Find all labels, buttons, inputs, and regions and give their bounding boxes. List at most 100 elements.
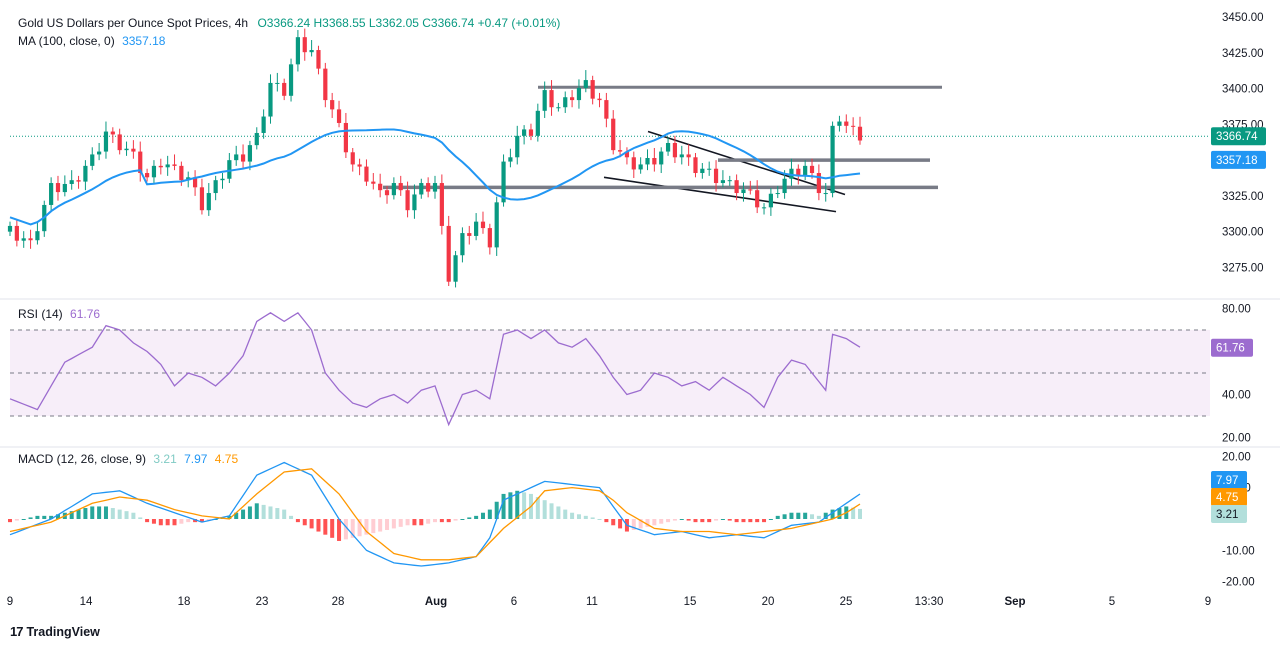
candle-body (282, 82, 287, 96)
time-axis-label: 28 (332, 596, 345, 608)
time-axis-label: Aug (425, 596, 447, 608)
macd-hist-bar (151, 519, 156, 524)
macd-hist-bar (590, 517, 595, 519)
macd-hist-bar (501, 493, 506, 519)
candle-body (165, 164, 170, 168)
last-price-badge: 3366.74 (1216, 131, 1258, 143)
macd-hist-bar (241, 509, 246, 519)
candle-body (755, 190, 760, 208)
candle-body (391, 183, 396, 196)
macd-hist-bar (83, 508, 88, 519)
macd-hist-bar (419, 519, 424, 526)
macd-badge: 4.75 (1216, 492, 1238, 504)
candle-body (556, 107, 561, 109)
candle-body (522, 129, 527, 136)
symbol-legend: Gold US Dollars per Ounce Spot Prices, 4… (18, 16, 560, 30)
candle-body (179, 165, 184, 181)
macd-hist-bar (433, 519, 437, 523)
macd-hist-bar (302, 519, 307, 526)
tradingview-logo[interactable]: 17 TradingView (10, 624, 100, 639)
candle-body (364, 166, 369, 182)
macd-hist-bar (576, 514, 581, 519)
macd-hist-bar (837, 508, 842, 519)
candle-body (330, 100, 335, 110)
candle-body (501, 161, 506, 203)
candle-body (837, 121, 842, 126)
macd-legend: MACD (12, 26, close, 9) 3.21 7.97 4.75 (18, 452, 238, 466)
candle-body (199, 187, 205, 211)
macd-hist-bar (289, 515, 294, 519)
candle-body (672, 142, 678, 158)
macd-hist-bar (199, 519, 204, 523)
macd-hist-bar (467, 517, 472, 519)
candle-body (734, 180, 739, 194)
candle-body (343, 122, 348, 153)
price-tick-label: 3400.00 (1222, 84, 1264, 96)
macd-hist-bar (480, 512, 485, 519)
price-tick-label: 3300.00 (1222, 227, 1264, 239)
candle-body (782, 178, 787, 194)
macd-hist-bar (755, 519, 760, 523)
macd-hist-bar (385, 519, 390, 530)
macd-tick-label: -20.00 (1222, 577, 1255, 589)
macd-hist-bar (542, 500, 547, 519)
candle-body (576, 87, 582, 101)
rsi-legend: RSI (14) 61.76 (18, 307, 100, 321)
candle-body (336, 109, 342, 123)
macd-hist-bar (268, 506, 273, 519)
macd-hist-bar (782, 514, 787, 519)
candle-body (748, 189, 753, 191)
candle-body (761, 207, 767, 209)
candle-body (247, 145, 253, 162)
macd-hist-bar (42, 515, 47, 519)
macd-hist-bar (631, 519, 636, 530)
macd-hist-bar (426, 519, 431, 524)
macd-hist-bar (563, 509, 568, 519)
macd-hist-bar (618, 519, 623, 529)
candle-body (768, 193, 773, 208)
candle-body (631, 157, 636, 170)
macd-hist-bar (350, 519, 355, 538)
candle-body (405, 190, 410, 211)
candle-body (439, 183, 444, 226)
candle-body (686, 154, 691, 158)
price-tick-label: 3450.00 (1222, 12, 1264, 24)
candle-body (371, 181, 376, 184)
candle-body (398, 183, 403, 191)
time-axis-label: 15 (684, 596, 697, 608)
macd-hist-bar (604, 519, 609, 523)
macd-hist-bar (748, 519, 753, 523)
macd-hist-bar (775, 515, 780, 519)
price-tick-label: 3275.00 (1222, 262, 1264, 274)
candle-body (288, 64, 294, 96)
candle-body (528, 129, 534, 136)
candle-body (69, 180, 74, 184)
candle-body (49, 183, 54, 205)
last-price-badge-bg (1211, 127, 1266, 146)
rsi-label: RSI (14) (18, 307, 63, 321)
candle-body (467, 233, 472, 236)
macd-hist-bar (741, 519, 746, 523)
candle-body (665, 142, 671, 152)
candle-body (487, 228, 492, 248)
macd-badge: 7.97 (1216, 475, 1238, 487)
macd-hist-bar (69, 511, 74, 519)
macd-hist-bar (679, 519, 684, 520)
macd-hist-bar (247, 506, 252, 519)
candle-body (131, 148, 136, 152)
macd-hist-bar (556, 506, 561, 519)
candle-body (830, 125, 835, 194)
macd-hist-bar (186, 519, 191, 523)
time-axis-label: 25 (840, 596, 853, 608)
macd-hist-bar (8, 519, 12, 523)
macd-hist-bar (295, 519, 300, 523)
rsi-value: 61.76 (70, 307, 101, 321)
macd-hist-bar (337, 519, 342, 541)
candle-body (384, 190, 390, 196)
candle-body (809, 165, 815, 174)
rsi-badge-bg (1211, 338, 1253, 357)
macd-hist-bar (391, 519, 396, 529)
candle-body (21, 238, 26, 241)
macd-hist-bar (714, 519, 719, 521)
